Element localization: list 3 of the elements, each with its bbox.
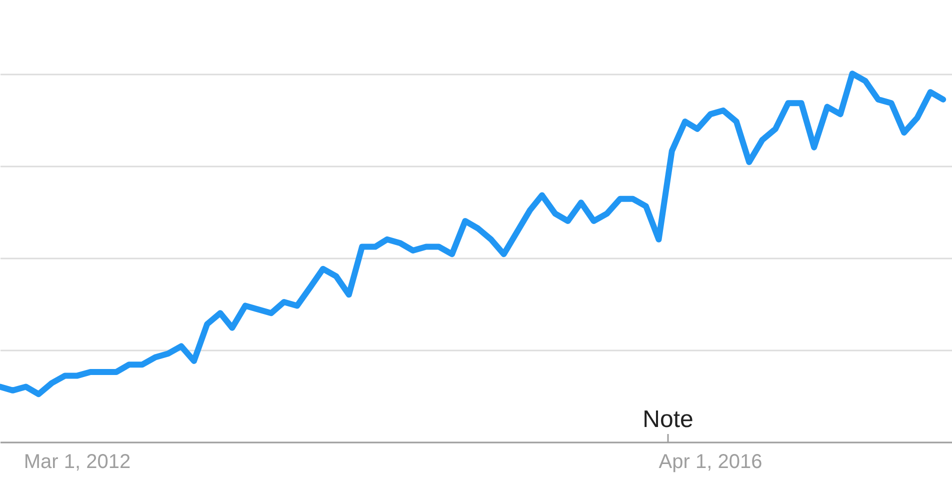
annotation: Note [642, 406, 694, 433]
x-tick-label: Apr 1, 2016 [658, 451, 762, 473]
x-tick-label: Mar 1, 2012 [24, 451, 131, 473]
